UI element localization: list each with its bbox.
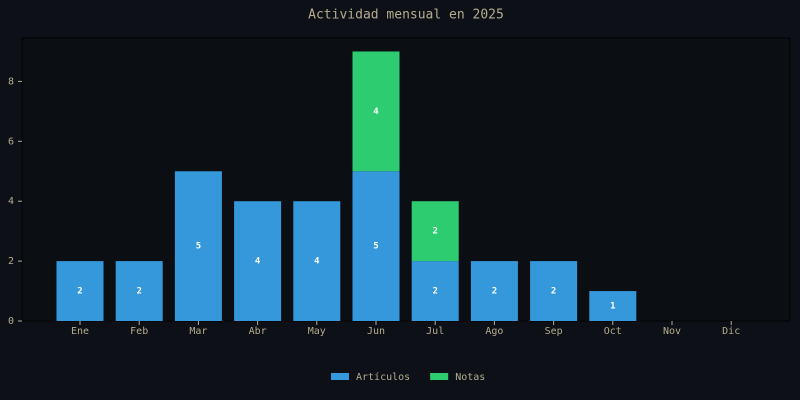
y-tick-label: 4	[8, 196, 14, 207]
x-tick-label: Jul	[426, 326, 444, 337]
y-tick-label: 0	[8, 316, 14, 327]
x-tick-label: Abr	[249, 326, 267, 337]
value-label: 2	[432, 227, 437, 237]
value-label: 4	[373, 107, 379, 117]
chart-title: Actividad mensual en 2025	[308, 8, 504, 23]
x-tick-label: Jun	[367, 326, 385, 337]
bar	[530, 261, 578, 321]
bar	[589, 291, 637, 321]
bar	[174, 171, 222, 321]
value-label: 4	[314, 257, 320, 267]
value-label: 2	[432, 287, 437, 297]
bar	[470, 261, 518, 321]
legend-label: Notas	[455, 372, 485, 383]
value-label: 2	[77, 287, 82, 297]
legend-swatch	[331, 373, 349, 380]
bar	[352, 51, 400, 172]
x-tick-label: Dic	[722, 326, 740, 337]
bar	[234, 201, 282, 321]
bar	[411, 261, 459, 321]
value-label: 5	[373, 242, 378, 252]
x-tick-label: Ene	[71, 326, 89, 337]
value-label: 4	[255, 257, 261, 267]
y-tick-label: 8	[8, 76, 14, 87]
x-tick-label: Sep	[545, 326, 563, 337]
value-label: 2	[492, 287, 497, 297]
bar	[352, 171, 400, 321]
bar	[56, 261, 104, 321]
value-label: 2	[136, 287, 141, 297]
value-label: 2	[551, 287, 556, 297]
x-tick-label: Ago	[485, 326, 503, 337]
value-label: 5	[196, 242, 201, 252]
legend-swatch	[430, 373, 449, 380]
x-tick-label: May	[308, 326, 326, 337]
legend-label: Artículos	[356, 371, 410, 383]
x-tick-label: Nov	[663, 326, 681, 337]
x-tick-label: Mar	[189, 326, 207, 337]
value-label: 1	[610, 302, 615, 312]
bar	[115, 261, 163, 321]
bar	[293, 201, 341, 321]
x-tick-label: Feb	[130, 326, 148, 337]
x-tick-label: Oct	[604, 326, 622, 337]
bar	[411, 201, 459, 262]
y-tick-label: 2	[8, 256, 14, 267]
y-tick-label: 6	[8, 136, 14, 147]
